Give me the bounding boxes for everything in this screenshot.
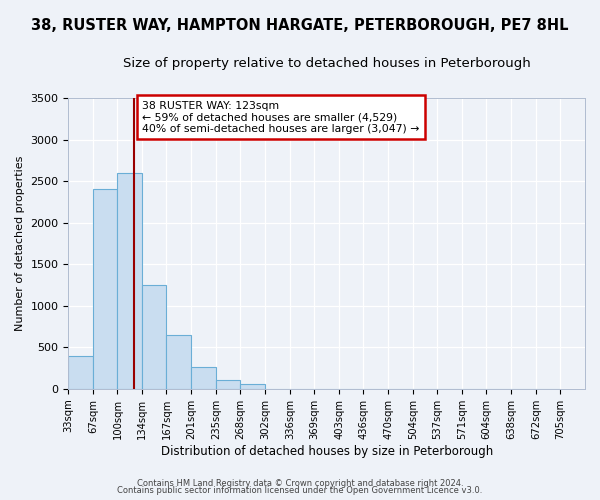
Text: Contains HM Land Registry data © Crown copyright and database right 2024.: Contains HM Land Registry data © Crown c… — [137, 478, 463, 488]
Bar — [191, 367, 216, 389]
Bar — [118, 173, 142, 389]
Bar — [93, 190, 118, 389]
Text: 38 RUSTER WAY: 123sqm
← 59% of detached houses are smaller (4,529)
40% of semi-d: 38 RUSTER WAY: 123sqm ← 59% of detached … — [142, 100, 419, 134]
Bar — [166, 335, 191, 389]
Y-axis label: Number of detached properties: Number of detached properties — [15, 156, 25, 331]
Text: 38, RUSTER WAY, HAMPTON HARGATE, PETERBOROUGH, PE7 8HL: 38, RUSTER WAY, HAMPTON HARGATE, PETERBO… — [31, 18, 569, 32]
X-axis label: Distribution of detached houses by size in Peterborough: Distribution of detached houses by size … — [161, 444, 493, 458]
Bar — [142, 285, 166, 389]
Bar — [216, 380, 241, 389]
Title: Size of property relative to detached houses in Peterborough: Size of property relative to detached ho… — [123, 58, 530, 70]
Bar — [241, 384, 265, 389]
Text: Contains public sector information licensed under the Open Government Licence v3: Contains public sector information licen… — [118, 486, 482, 495]
Bar — [68, 356, 93, 389]
